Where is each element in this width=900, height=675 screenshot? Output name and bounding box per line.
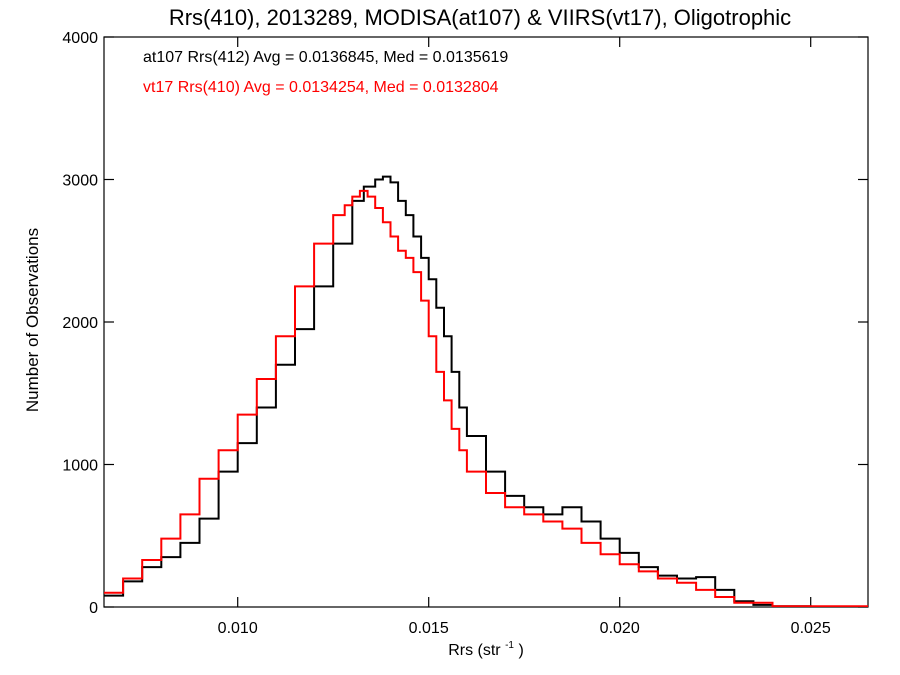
legend-entry-at107: at107 Rrs(412) Avg = 0.0136845, Med = 0.… (143, 49, 508, 66)
x-tick-label-2: 0.020 (600, 620, 640, 637)
x-axis: 0.010 0.015 0.020 0.025 (218, 37, 831, 637)
y-tick-label-1: 1000 (62, 458, 98, 475)
y-axis-label: Number of Observations (23, 228, 42, 412)
x-tick-label-3: 0.025 (791, 620, 831, 637)
x-tick-label-0: 0.010 (218, 620, 258, 637)
y-tick-label-0: 0 (89, 600, 98, 617)
series-layer (104, 175, 868, 607)
chart-title: Rrs(410), 2013289, MODISA(at107) & VIIRS… (169, 5, 791, 30)
y-axis: 0 1000 2000 3000 4000 (62, 30, 868, 617)
legend-entry-vt17: vt17 Rrs(410) Avg = 0.0134254, Med = 0.0… (143, 79, 499, 96)
x-axis-label-sup: -1 (505, 640, 514, 651)
x-axis-label-main: Rrs (str (448, 642, 501, 659)
y-tick-label-3: 3000 (62, 173, 98, 190)
series-line-0 (104, 175, 868, 607)
x-axis-label: Rrs (str -1 ) (448, 635, 524, 659)
x-tick-label-1: 0.015 (409, 620, 449, 637)
x-axis-label-tail: ) (518, 642, 523, 659)
series-line-1 (104, 189, 868, 607)
y-tick-label-4: 4000 (62, 30, 98, 47)
plot-frame (103, 36, 869, 608)
y-tick-label-2: 2000 (62, 315, 98, 332)
